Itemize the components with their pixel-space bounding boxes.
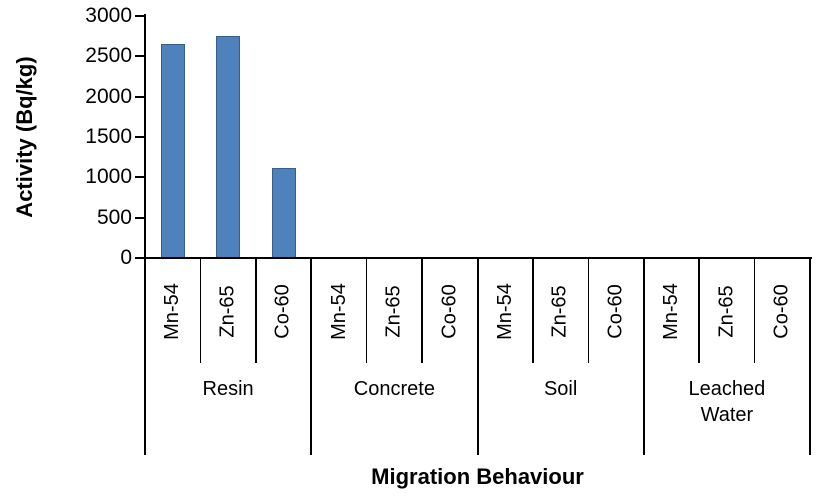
- y-tick-label: 500: [96, 205, 132, 229]
- y-tick-mark: [135, 55, 144, 58]
- category-label: Mn-54: [161, 283, 184, 340]
- y-tick-mark: [135, 15, 144, 17]
- group-label-cell: Soil: [478, 366, 644, 453]
- category-label-cell: Zn-65: [699, 262, 754, 361]
- category-label: Co-60: [438, 284, 461, 339]
- y-tick-mark: [135, 257, 144, 259]
- category-label-cell: Zn-65: [533, 262, 588, 361]
- bar-resin-mn-54: [160, 44, 185, 258]
- y-tick-mark: [135, 216, 144, 219]
- category-label: Co-60: [272, 284, 295, 339]
- category-label: Mn-54: [327, 283, 350, 340]
- group-label-cell: Resin: [145, 366, 311, 453]
- category-label-cell: Co-60: [256, 262, 311, 361]
- y-tick-label: 1000: [85, 165, 132, 189]
- category-label-cell: Mn-54: [311, 262, 366, 361]
- category-tick-line: [698, 258, 700, 363]
- y-tick-label: 2000: [85, 84, 132, 108]
- category-tick-line: [421, 258, 423, 363]
- y-tick-mark: [135, 136, 144, 138]
- category-label: Zn-65: [549, 285, 572, 338]
- group-label-cell: Leached Water: [644, 366, 810, 453]
- y-tick-mark: [135, 176, 144, 179]
- group-label: Soil: [543, 378, 578, 400]
- category-label-cell: Mn-54: [478, 262, 533, 361]
- category-label: Zn-65: [382, 285, 405, 338]
- category-label-cell: Co-60: [588, 262, 643, 361]
- category-tick-line: [365, 258, 368, 363]
- group-separator-line: [809, 258, 811, 455]
- bar-resin-zn-65: [216, 36, 241, 258]
- category-label-cell: Co-60: [755, 262, 810, 361]
- category-label-cell: Mn-54: [644, 262, 699, 361]
- category-label: Zn-65: [216, 285, 239, 338]
- y-tick-label: 2500: [85, 44, 132, 68]
- category-tick-line: [587, 258, 590, 363]
- category-tick-line: [753, 258, 756, 363]
- y-tick-label: 1500: [85, 125, 132, 148]
- category-label-cell: Co-60: [422, 262, 477, 361]
- y-tick-label: 3000: [85, 4, 132, 27]
- category-label: Zn-65: [715, 285, 738, 338]
- group-label: Concrete: [353, 378, 435, 400]
- category-label-cell: Zn-65: [367, 262, 422, 361]
- group-label: Resin: [202, 378, 254, 400]
- x-axis-title: Migration Behaviour: [371, 464, 584, 489]
- category-label-cell: Zn-65: [200, 262, 255, 361]
- group-label-cell: Concrete: [311, 366, 477, 453]
- group-separator-line: [642, 258, 645, 455]
- category-tick-line: [255, 258, 257, 363]
- category-label: Mn-54: [493, 283, 516, 340]
- bar-resin-co-60: [271, 167, 296, 258]
- category-label: Co-60: [770, 284, 793, 339]
- y-tick-mark: [135, 95, 144, 98]
- y-axis-line: [143, 14, 146, 455]
- category-tick-line: [532, 258, 534, 363]
- category-tick-line: [199, 258, 202, 363]
- category-label: Mn-54: [659, 283, 682, 340]
- group-label: Leached Water: [688, 378, 766, 426]
- category-label-cell: Mn-54: [145, 262, 200, 361]
- group-separator-line: [310, 258, 313, 455]
- category-label: Co-60: [604, 284, 627, 339]
- group-separator-line: [476, 258, 479, 455]
- y-axis-title: Activity (Bq/kg): [12, 56, 37, 218]
- y-tick-label: 0: [120, 246, 132, 269]
